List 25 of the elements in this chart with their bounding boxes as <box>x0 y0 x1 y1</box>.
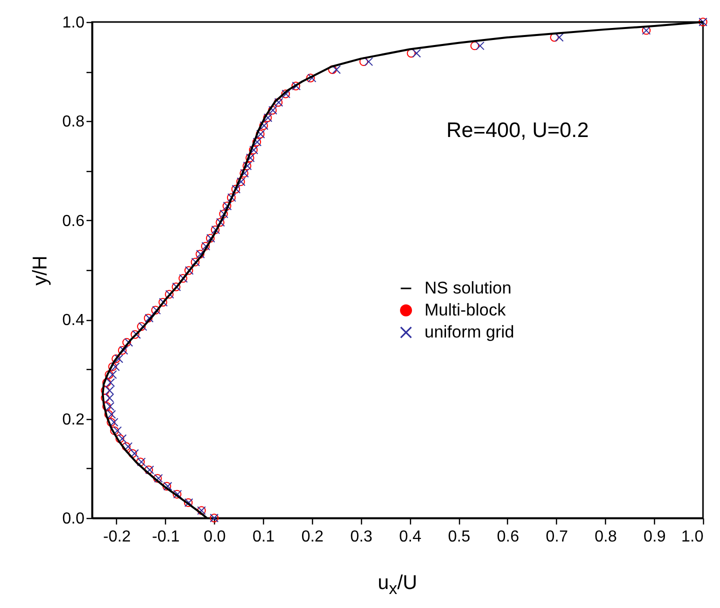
x-tick-label: 0.6 <box>496 528 520 546</box>
x-tick-label: 0.2 <box>301 528 324 546</box>
x-tick-label: 0.4 <box>399 528 422 546</box>
y-tick-label: 0.4 <box>62 312 85 330</box>
annotation: Re=400, U=0.2 <box>446 119 589 142</box>
x-tick-label: -0.2 <box>103 528 131 546</box>
x-tick-label: -0.1 <box>152 528 180 546</box>
x-axis-title: u$_{x}$/U <box>376 572 418 599</box>
x-tick-label: 0.9 <box>643 528 666 546</box>
x-tick-label: 0.0 <box>204 528 226 546</box>
x-tick-label: 0.8 <box>594 528 617 546</box>
legend-label: Multi-block <box>424 300 506 320</box>
x-tick-label: 1.0 <box>681 528 704 546</box>
y-tick-label: 1.0 <box>62 14 85 32</box>
x-tick-label: 0.7 <box>546 528 568 546</box>
legend-label: uniform grid <box>424 322 514 342</box>
y-tick-label: 0.0 <box>62 510 85 528</box>
y-tick-label: 0.2 <box>62 411 85 428</box>
legend-label: NS solution <box>424 278 512 298</box>
x-tick-label: 0.5 <box>448 528 470 546</box>
x-tick-label: 0.3 <box>350 528 373 546</box>
x-tick-label: 0.1 <box>252 528 275 546</box>
y-tick-label: 0.6 <box>62 212 85 230</box>
y-tick-label: 0.8 <box>62 114 85 131</box>
y-axis-title: y/H <box>29 256 52 286</box>
